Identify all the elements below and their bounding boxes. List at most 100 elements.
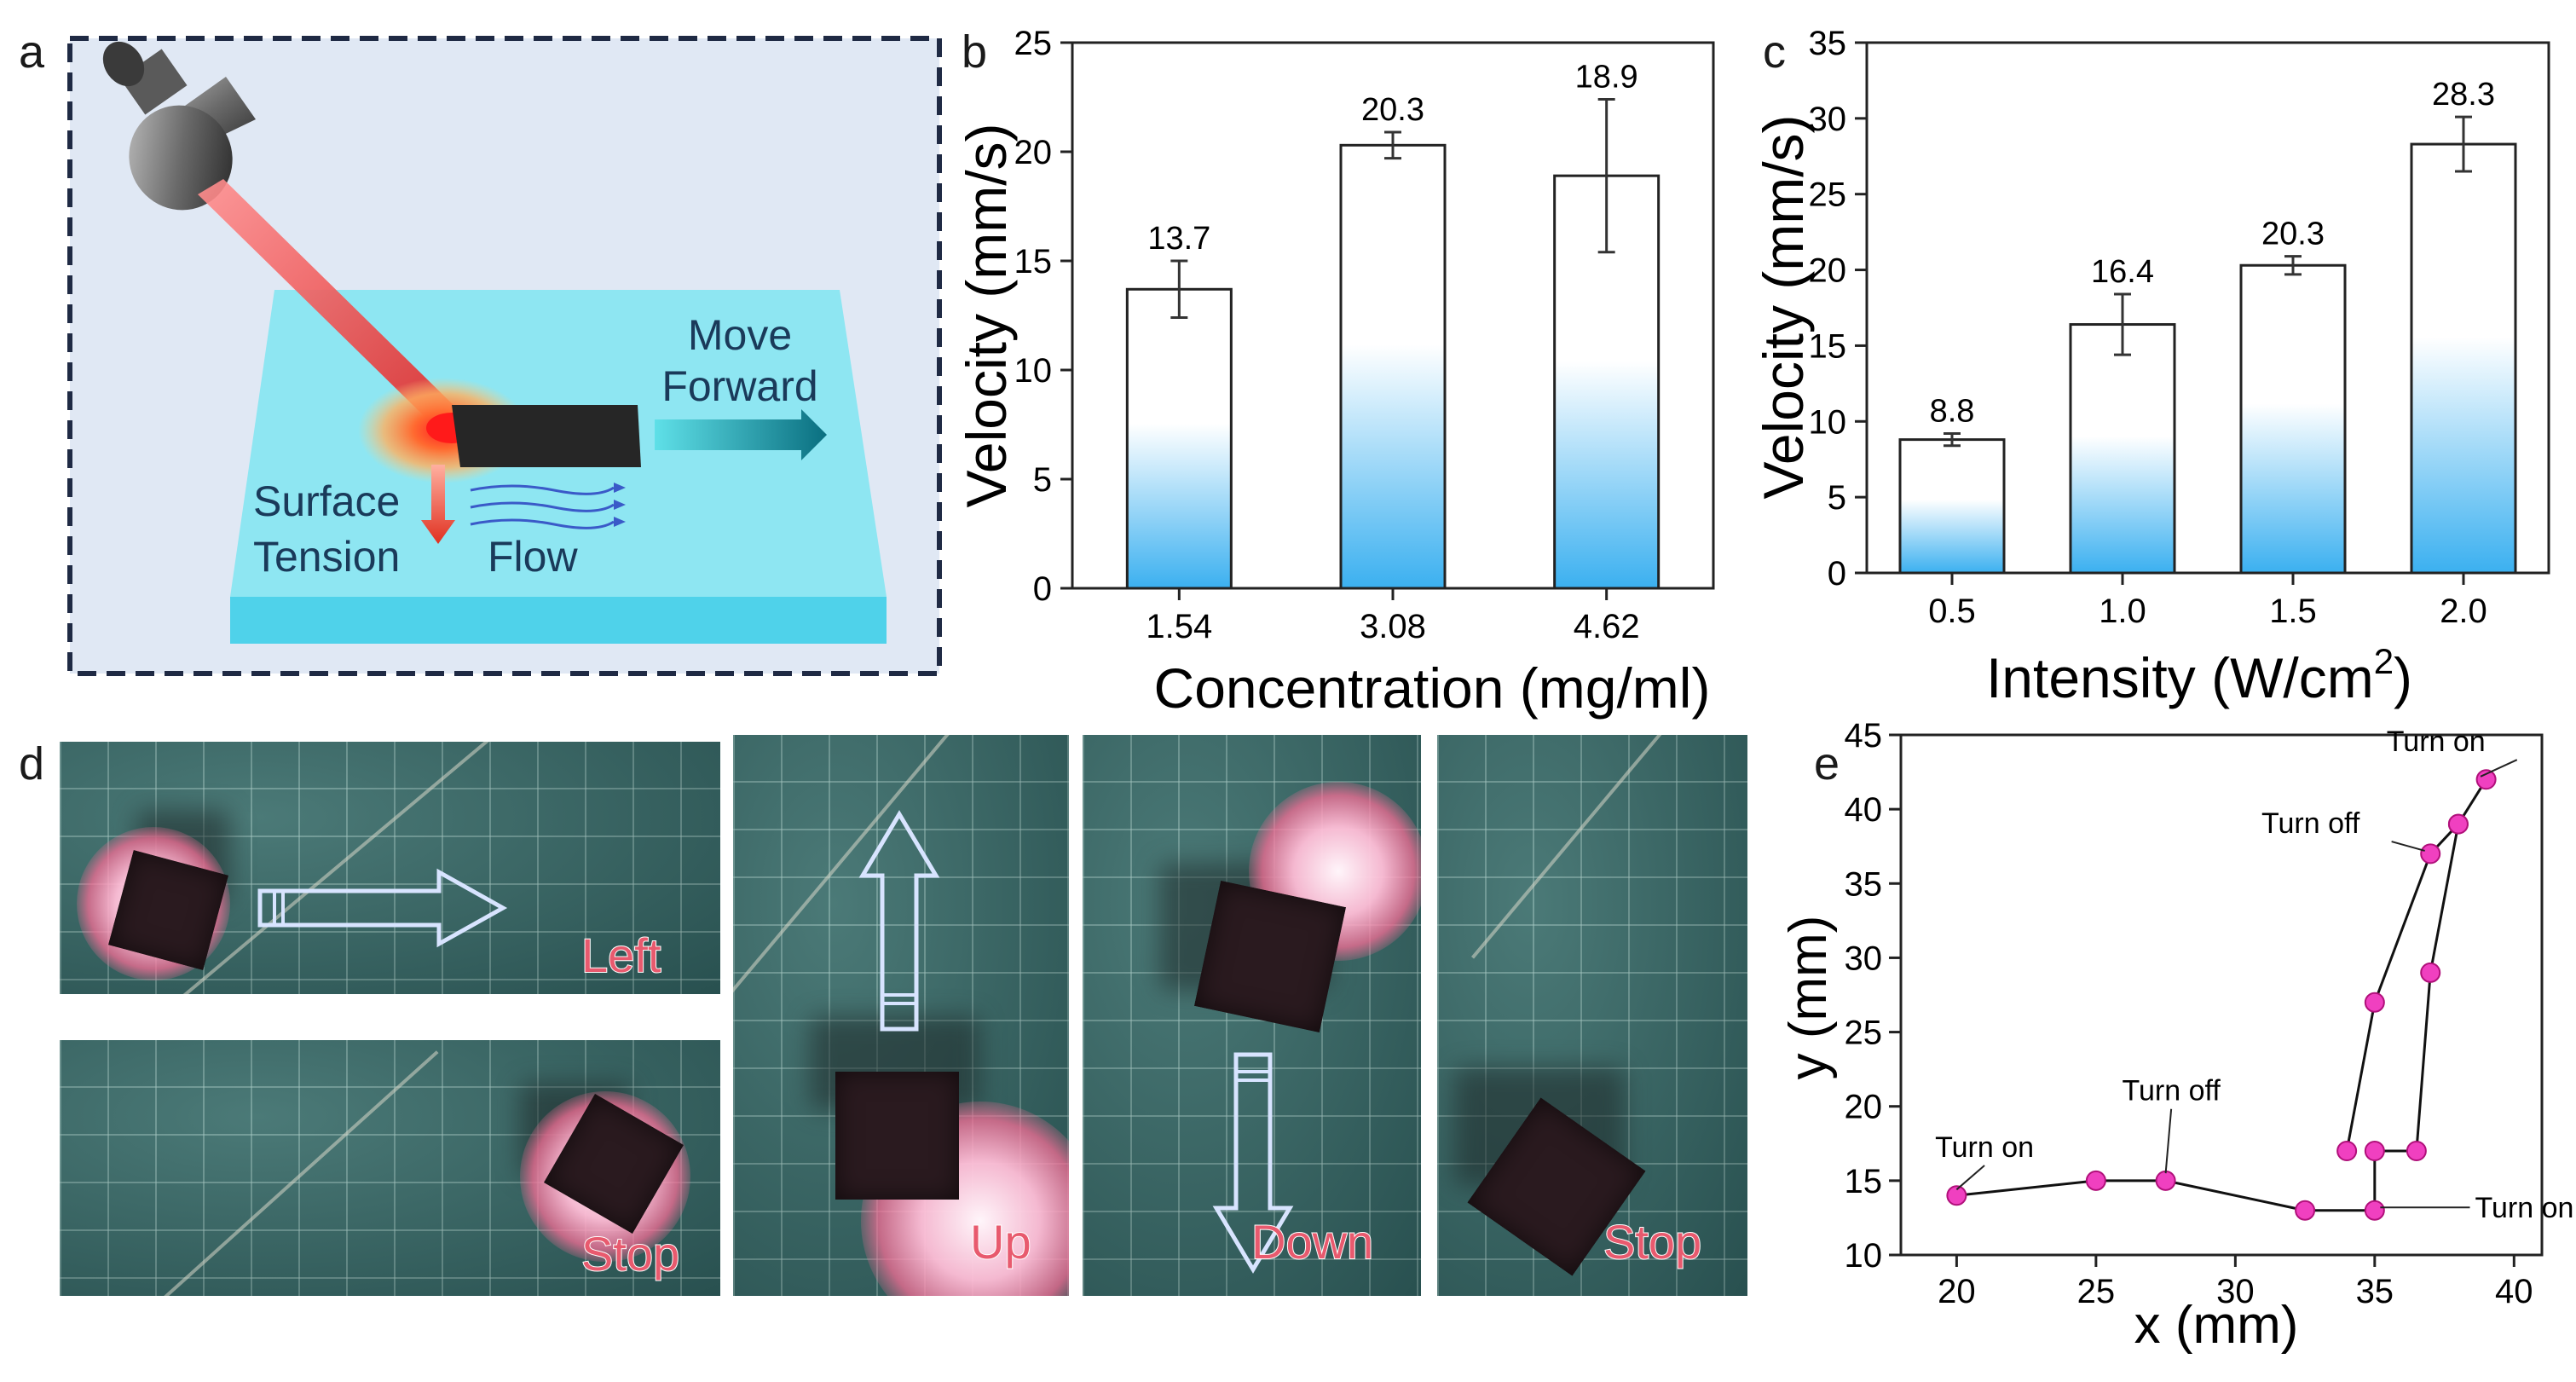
data-point bbox=[1946, 1185, 1967, 1206]
plot-frame bbox=[1865, 41, 2550, 575]
annotation-label: Turn on bbox=[2387, 726, 2486, 758]
annotation-label: Turn off bbox=[2261, 807, 2360, 840]
y-tick-label: 0 bbox=[1033, 570, 1052, 608]
x-tick-label: 40 bbox=[2495, 1273, 2533, 1310]
data-point bbox=[2447, 813, 2469, 835]
photo-up: Up bbox=[733, 735, 1069, 1296]
photo-caption-up: Up bbox=[969, 1214, 1032, 1269]
x-axis-label-main: Intensity (W/cm bbox=[1986, 646, 2374, 709]
laser-beam bbox=[198, 179, 465, 435]
data-label: 8.8 bbox=[1930, 394, 1975, 430]
y-tick-label: 45 bbox=[1845, 717, 1883, 755]
annotation-arrow bbox=[2164, 1108, 2173, 1174]
panel-letter-a: a bbox=[19, 26, 45, 78]
x-tick-label: 30 bbox=[2216, 1273, 2255, 1310]
trajectory-line bbox=[1956, 778, 2487, 1212]
bar bbox=[1898, 438, 2006, 575]
arrow-down-icon bbox=[1212, 1052, 1294, 1274]
move-forward-arrow bbox=[655, 409, 827, 460]
move-label-1: Move bbox=[688, 311, 792, 359]
y-axis-label: y (mm) bbox=[1782, 916, 1838, 1080]
y-axis-label: Velocity (mm/s) bbox=[955, 123, 1018, 507]
photo-left: Left bbox=[60, 742, 720, 994]
x-tick-label: 3.08 bbox=[1360, 608, 1426, 645]
surface-tension-arrow bbox=[421, 465, 455, 544]
y-tick-label: 20 bbox=[1845, 1089, 1883, 1126]
schematic-panel: Move Forward Surface Tension Flow bbox=[67, 36, 942, 676]
x-tick-label: 25 bbox=[2077, 1273, 2116, 1310]
data-point bbox=[2475, 769, 2497, 790]
surface-label-2: Tension bbox=[253, 533, 400, 581]
x-axis-label: Intensity (W/cm2) bbox=[1986, 641, 2412, 709]
bar bbox=[2069, 323, 2176, 575]
x-axis-label-end: ) bbox=[2394, 646, 2412, 709]
laser-source bbox=[102, 41, 256, 211]
y-tick-label: 25 bbox=[1014, 25, 1053, 62]
panel-letter-d: d bbox=[19, 738, 45, 789]
photo-caption-stop-2: Stop bbox=[1603, 1214, 1702, 1269]
photo-stop-1: Stop bbox=[60, 1040, 720, 1296]
data-point bbox=[2336, 1141, 2358, 1161]
robot-sheet bbox=[452, 405, 641, 467]
data-point bbox=[2364, 1200, 2385, 1221]
photo-down: Down bbox=[1083, 735, 1421, 1296]
annotation-label: Turn on bbox=[2475, 1192, 2574, 1224]
data-point bbox=[2085, 1170, 2106, 1191]
x-axis-label-sup: 2 bbox=[2374, 641, 2394, 681]
move-label-2: Forward bbox=[661, 362, 817, 410]
y-tick-label: 10 bbox=[1845, 1237, 1883, 1275]
data-label: 16.4 bbox=[2091, 254, 2154, 290]
y-tick-label: 30 bbox=[1845, 940, 1883, 977]
annotation-arrow bbox=[2391, 841, 2425, 852]
x-axis-label: x (mm) bbox=[2134, 1296, 2299, 1355]
data-label: 18.9 bbox=[1575, 60, 1638, 95]
data-point bbox=[2420, 962, 2441, 983]
panel-letter-c: c bbox=[1763, 26, 1786, 78]
x-tick-label: 2.0 bbox=[2440, 593, 2487, 630]
bar bbox=[2239, 263, 2347, 575]
substrate-front bbox=[230, 597, 887, 644]
arrow-up-icon bbox=[858, 810, 940, 1032]
flow-label: Flow bbox=[488, 533, 578, 581]
y-tick-label: 20 bbox=[1014, 134, 1053, 171]
y-tick-label: 30 bbox=[1809, 101, 1847, 138]
annotation-label: Turn off bbox=[2123, 1075, 2221, 1107]
bar bbox=[1339, 143, 1447, 590]
y-tick-label: 40 bbox=[1845, 791, 1883, 829]
y-tick-label: 20 bbox=[1809, 252, 1847, 290]
data-point bbox=[2420, 843, 2441, 864]
y-tick-label: 25 bbox=[1845, 1015, 1883, 1052]
photo-caption-left: Left bbox=[580, 928, 661, 983]
photo-stop-2: Stop bbox=[1437, 735, 1747, 1296]
data-label: 20.3 bbox=[2261, 217, 2325, 252]
y-tick-label: 15 bbox=[1014, 243, 1053, 280]
data-point bbox=[2295, 1200, 2316, 1221]
photo-caption-down: Down bbox=[1250, 1214, 1374, 1269]
y-tick-label: 5 bbox=[1033, 461, 1052, 499]
y-tick-label: 25 bbox=[1809, 176, 1847, 214]
panel-letter-e: e bbox=[1814, 738, 1840, 789]
y-tick-label: 15 bbox=[1845, 1163, 1883, 1200]
x-tick-label: 35 bbox=[2356, 1273, 2394, 1310]
plot-frame bbox=[1899, 733, 2544, 1257]
photo-caption-stop-1: Stop bbox=[580, 1226, 680, 1281]
y-tick-label: 10 bbox=[1809, 403, 1847, 441]
data-label: 13.7 bbox=[1147, 221, 1210, 257]
x-tick-label: 4.62 bbox=[1574, 608, 1640, 645]
y-tick-label: 35 bbox=[1845, 865, 1883, 903]
arrow-right-icon bbox=[257, 868, 508, 948]
y-tick-label: 5 bbox=[1828, 479, 1846, 517]
data-label: 28.3 bbox=[2432, 77, 2495, 113]
x-axis-label: Concentration (mg/ml) bbox=[1154, 656, 1711, 720]
annotation-label: Turn on bbox=[1935, 1131, 2034, 1164]
y-tick-label: 10 bbox=[1014, 352, 1053, 390]
surface-label-1: Surface bbox=[253, 477, 400, 525]
x-tick-label: 20 bbox=[1938, 1273, 1976, 1310]
concentration-bar-chart: 13.7 20.3 18.9 0 5 10 15 20 25 1.54 3.08 4.62 Veloc… bbox=[955, 25, 1715, 720]
annotation-arrow bbox=[1955, 1165, 1985, 1191]
data-label: 20.3 bbox=[1361, 92, 1424, 128]
panel-letter-b: b bbox=[962, 26, 988, 78]
flow-lines bbox=[470, 483, 626, 529]
y-tick-label: 15 bbox=[1809, 327, 1847, 365]
data-point bbox=[2364, 1141, 2385, 1161]
